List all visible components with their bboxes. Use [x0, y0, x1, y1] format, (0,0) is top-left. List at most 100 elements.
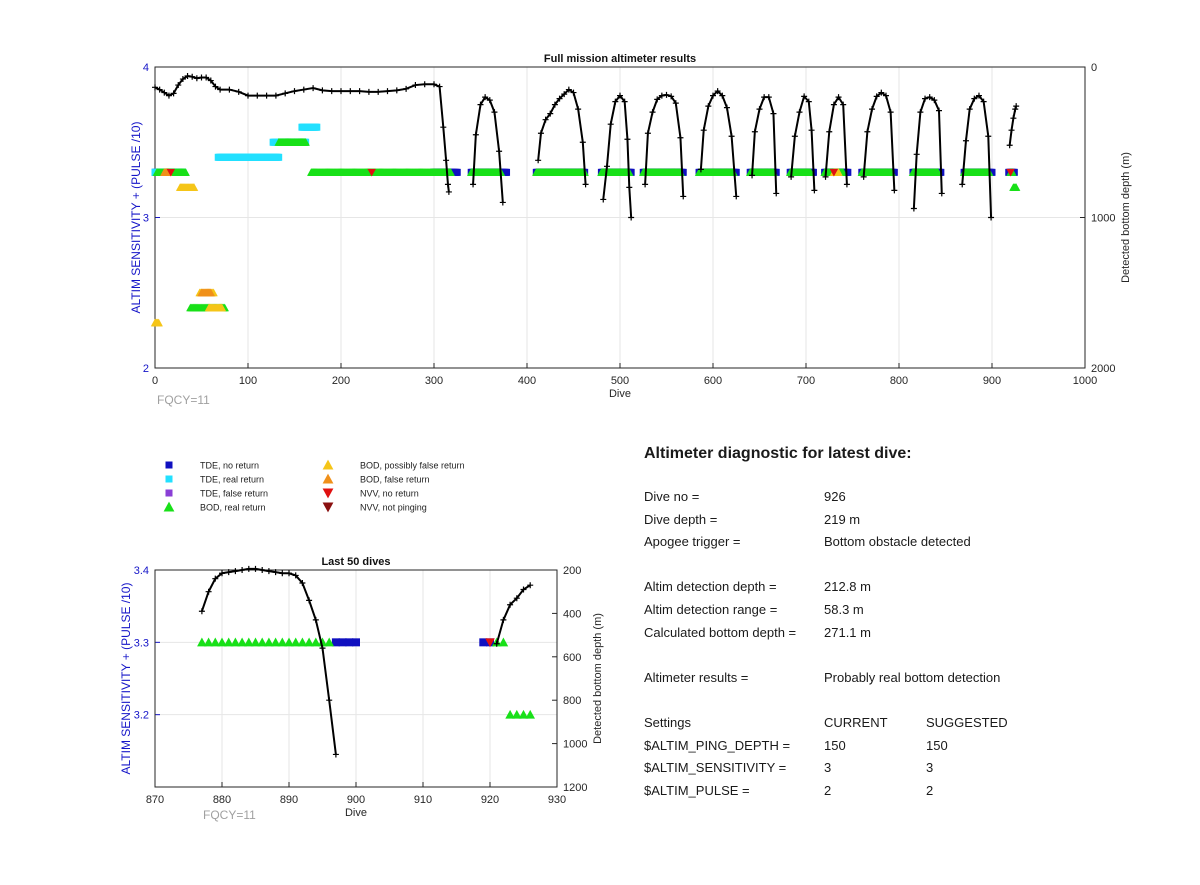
diagnostic-row: Dive depth = 219 m: [644, 512, 1164, 535]
tde_no_return-marker: [345, 638, 354, 647]
bod_real_return-marker: [1011, 183, 1021, 191]
depth-point: [347, 88, 354, 95]
depth-point: [835, 94, 842, 101]
bod_possibly_false_return-marker: [154, 318, 163, 327]
nvv_no_return-marker: [829, 168, 839, 177]
x-tick-label: 900: [347, 794, 365, 806]
depth-point: [654, 96, 661, 103]
legend-item: BOD, false return: [322, 473, 430, 485]
depth-point: [245, 565, 252, 572]
depth-point: [966, 106, 973, 113]
depth-point: [1006, 142, 1013, 149]
depth-point: [756, 106, 763, 113]
bod_real_return-marker: [217, 637, 227, 647]
y2-axis-label: Detected bottom depth (m): [1120, 152, 1132, 283]
x-tick-label: 100: [239, 375, 257, 387]
chart-title: Last 50 dives: [321, 556, 390, 568]
depth-point: [600, 196, 607, 203]
depth-point: [728, 133, 735, 140]
depth-point: [365, 88, 372, 95]
depth-point: [300, 86, 307, 93]
x-tick-label: 800: [890, 375, 908, 387]
y2-tick-label: 400: [563, 608, 581, 620]
depth-point: [198, 608, 205, 615]
legend-label: TDE, real return: [200, 475, 264, 485]
depth-point: [603, 163, 610, 170]
bod_real_return-marker: [446, 168, 455, 176]
nvv_no_return-marker: [1006, 168, 1015, 177]
depth-point: [319, 645, 326, 652]
depth-point: [770, 110, 777, 117]
y2-tick-label: 600: [563, 652, 581, 664]
depth-line: [912, 96, 943, 209]
depth-point: [217, 86, 224, 93]
bod_real_return-marker: [290, 637, 301, 647]
depth-point: [412, 82, 419, 89]
depth-point: [513, 595, 520, 602]
x-tick-label: 880: [213, 794, 231, 806]
y-tick-label: 3.3: [134, 637, 149, 649]
depth-point: [980, 98, 987, 105]
depth-point: [710, 92, 716, 99]
bod_real_return-marker: [304, 637, 314, 647]
depth-point: [292, 572, 299, 579]
depth-point: [319, 87, 326, 94]
x-tick-label: 700: [797, 375, 815, 387]
settings-row: $ALTIM_SENSITIVITY = 3 3: [644, 760, 1164, 783]
legend-item: BOD, possibly false return: [322, 459, 465, 471]
depth-point: [882, 92, 889, 99]
fqcy-annotation: FQCY=11: [203, 808, 256, 822]
depth-point: [299, 580, 306, 587]
bod_possibly_false_return-marker: [217, 303, 227, 312]
y-tick-label: 3.2: [134, 710, 149, 722]
bod_real_return-marker: [498, 637, 509, 647]
diagnostic-label: Calculated bottom depth =: [644, 624, 797, 640]
depth-point: [962, 137, 969, 144]
depth-point: [338, 88, 344, 95]
depth-point: [805, 98, 812, 105]
depth-point: [938, 190, 945, 197]
x-tick-label: 200: [332, 375, 350, 387]
diagnostic-row: Calculated bottom depth = 271.1 m: [644, 625, 1164, 648]
depth-point: [869, 106, 876, 113]
plot-frame: [154, 569, 558, 788]
diagnostic-row: [644, 692, 1164, 715]
depth-point: [500, 616, 507, 623]
settings-header-suggested: SUGGESTED: [926, 714, 1008, 730]
tde_no_return-marker: [352, 638, 360, 647]
depth-point: [579, 139, 586, 146]
depth-point: [547, 110, 554, 117]
legend: TDE, no return TDE, real return TDE, false…: [163, 459, 465, 513]
x-tick-label: 1000: [1073, 375, 1097, 387]
legend-item: NVV, no return: [322, 488, 419, 499]
depth-point: [445, 188, 452, 195]
depth-point: [527, 582, 534, 589]
y2-tick-label: 2000: [1091, 363, 1115, 375]
x-tick-label: 0: [152, 375, 158, 387]
depth-point: [765, 94, 772, 101]
setting-suggested: 2: [926, 782, 934, 798]
diagnostic-value: Probably real bottom detection: [824, 669, 1001, 685]
depth-line: [961, 94, 993, 218]
bod_real_return-marker: [264, 637, 274, 647]
bod_possibly_false_return-marker: [834, 168, 843, 176]
diagnostic-label: Altimeter results =: [644, 669, 749, 685]
bod_possibly_false_return-marker: [189, 183, 199, 191]
bod_real_return-marker: [512, 709, 522, 719]
legend-item: TDE, real return: [165, 475, 264, 485]
depth-point: [282, 90, 289, 97]
depth-point: [791, 133, 798, 140]
depth-point: [306, 597, 313, 604]
depth-point: [607, 121, 614, 128]
bod_real_return-marker: [244, 637, 254, 647]
depth-point: [680, 193, 687, 200]
depth-point: [326, 697, 333, 704]
bod_real_return-marker: [525, 709, 535, 719]
settings-header-row: Settings CURRENT SUGGESTED: [644, 715, 1164, 738]
depth-point: [189, 73, 196, 80]
depth-line: [537, 88, 587, 185]
diagnostic-value: Bottom obstacle detected: [824, 534, 971, 550]
depth-point: [864, 128, 871, 135]
depth-point: [565, 86, 572, 93]
depth-point: [922, 95, 929, 102]
